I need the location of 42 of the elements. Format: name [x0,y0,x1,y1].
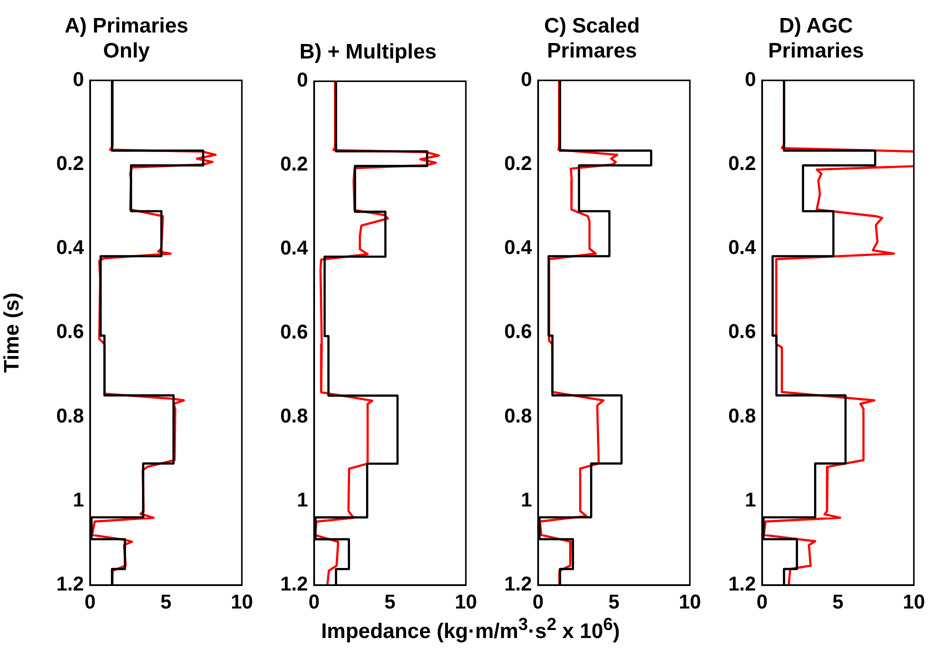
y-tick-label: 1.2 [728,574,756,596]
y-tick-label: 0.2 [504,153,532,176]
y-tick-label: 1.2 [56,574,84,596]
y-tick-label: 0.6 [728,321,756,344]
y-tick-label: 0.4 [280,238,309,260]
chart-title: A) Primaries Only [64,14,188,63]
y-tick-label: 0.6 [56,321,84,344]
x-tick-label: 10 [678,592,701,614]
x-tick-label: 5 [608,592,620,614]
y-tick-label: 0 [744,68,756,91]
y-axis-title: Time (s) [0,292,24,373]
y-tick-label: 1.2 [280,574,308,596]
y-tick-label: 0 [72,68,84,91]
y-tick-label: 0.8 [504,405,532,428]
y-tick-label: 1 [744,489,756,512]
y-tick-label: 0.6 [280,322,308,344]
y-tick-label: 0.4 [504,237,533,260]
y-tick-label: 0.4 [56,237,85,260]
y-tick-label: 0.6 [504,321,532,344]
chart-title: D) AGC Primaries [768,14,864,63]
y-tick-label: 0.4 [728,237,757,260]
y-tick-label: 0.8 [56,405,84,428]
y-tick-label: 0 [296,70,308,92]
x-tick-label: 5 [384,592,396,614]
y-tick-label: 0.2 [56,153,84,176]
x-tick-label: 5 [160,592,172,614]
x-tick-label: 10 [230,592,253,614]
y-tick-label: 1 [520,489,532,512]
y-tick-label: 0.2 [728,153,756,176]
chart-title: B) + Multiples [299,40,437,64]
chart-title: C) Scaled Primares [544,14,640,63]
y-tick-label: 0.2 [280,154,308,176]
y-tick-label: 0.8 [728,405,756,428]
y-tick-label: 0 [520,68,532,91]
y-tick-label: 1 [72,489,84,512]
x-tick-label: 5 [832,592,844,614]
x-tick-label: 10 [454,592,477,614]
y-tick-label: 1 [296,490,308,512]
x-axis-title: Impedance (kg·m/m$^{3}$·s$^{2}$ x 10$^{6}$) [320,614,621,644]
y-tick-label: 0.8 [280,406,308,428]
x-tick-label: 10 [902,592,925,614]
y-tick-label: 1.2 [504,574,532,596]
